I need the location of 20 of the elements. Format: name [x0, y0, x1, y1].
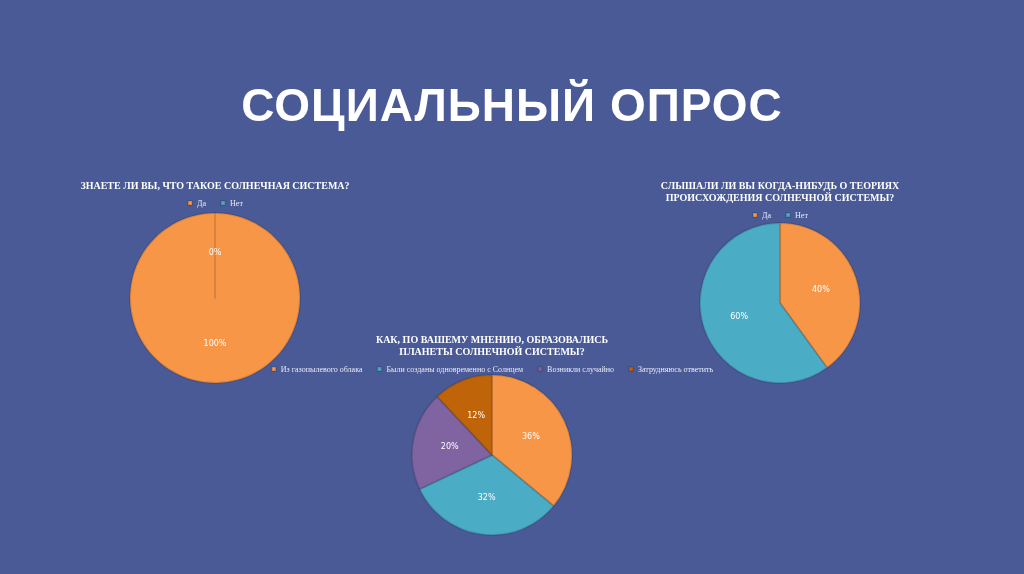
- text: СОЦИАЛЬНЫЙ ОПРОС: [240, 78, 784, 133]
- legend-label: Нет: [230, 198, 244, 208]
- text: 0%: [208, 248, 222, 257]
- data-label: 36%: [522, 432, 541, 442]
- legend-label: Возникли случайно: [547, 364, 615, 374]
- legend-label: Были созданы одновременно с Солнцем: [386, 364, 524, 374]
- data-label: 32%: [477, 493, 496, 503]
- legend-label: Затрудняюсь ответить: [638, 364, 714, 374]
- data-label: 20%: [440, 442, 460, 452]
- chart-title: СЛЫШАЛИ ЛИ ВЫ КОГДА-НИБУДЬ О ТЕОРИЯХ ПРОИСХОЖДЕНИЯ СОЛНЕЧНОЙ СИСТЕМЫ?: [660, 179, 900, 203]
- legend-label: Да: [762, 210, 772, 220]
- legend-label: Из газопылевого облака: [280, 364, 363, 374]
- data-label: 60%: [730, 311, 749, 321]
- chart-title: КАК, ПО ВАШЕМУ МНЕНИЮ, ОБРАЗОВАЛИСЬ ПЛАНЕТЫ СОЛНЕЧНОЙ СИСТЕМЫ?: [375, 333, 609, 357]
- legend-label: Нет: [795, 210, 809, 220]
- data-label: 12%: [467, 410, 486, 420]
- legend-label: Да: [197, 198, 207, 208]
- data-label: 100%: [203, 339, 227, 348]
- data-label: 40%: [812, 285, 831, 295]
- chart-title: ЗНАЕТЕ ЛИ ВЫ, ЧТО ТАКОЕ СОЛНЕЧНАЯ СИСТЕМА?: [80, 179, 350, 191]
